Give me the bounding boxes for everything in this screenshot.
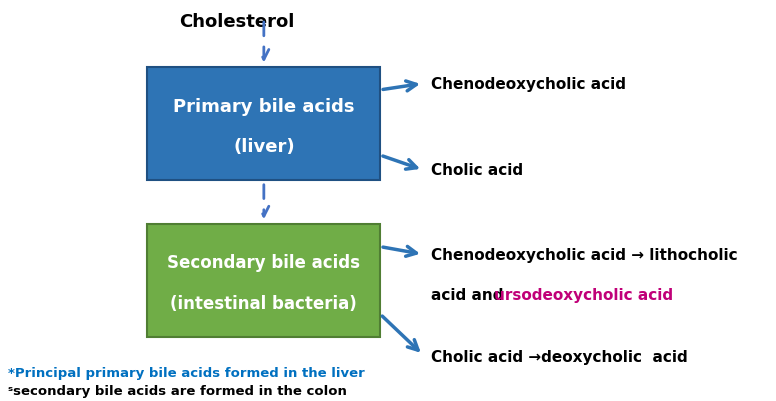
Text: Secondary bile acids: Secondary bile acids	[168, 254, 360, 271]
FancyBboxPatch shape	[147, 225, 380, 337]
Text: Cholic acid →deoxycholic  acid: Cholic acid →deoxycholic acid	[431, 349, 688, 365]
Text: (liver): (liver)	[233, 138, 295, 155]
Text: acid and: acid and	[431, 287, 508, 302]
Text: Cholesterol: Cholesterol	[179, 13, 294, 31]
FancyBboxPatch shape	[147, 68, 380, 180]
Text: *Principal primary bile acids formed in the liver: *Principal primary bile acids formed in …	[8, 366, 365, 379]
Text: ursodeoxycholic acid: ursodeoxycholic acid	[494, 287, 674, 302]
Text: Chenodeoxycholic acid → lithocholic: Chenodeoxycholic acid → lithocholic	[431, 247, 737, 262]
Text: (intestinal bacteria): (intestinal bacteria)	[171, 294, 357, 312]
Text: ˢsecondary bile acids are formed in the colon: ˢsecondary bile acids are formed in the …	[8, 384, 347, 397]
Text: Chenodeoxycholic acid: Chenodeoxycholic acid	[431, 77, 625, 92]
Text: Primary bile acids: Primary bile acids	[173, 97, 355, 115]
Text: Cholic acid: Cholic acid	[431, 163, 523, 178]
